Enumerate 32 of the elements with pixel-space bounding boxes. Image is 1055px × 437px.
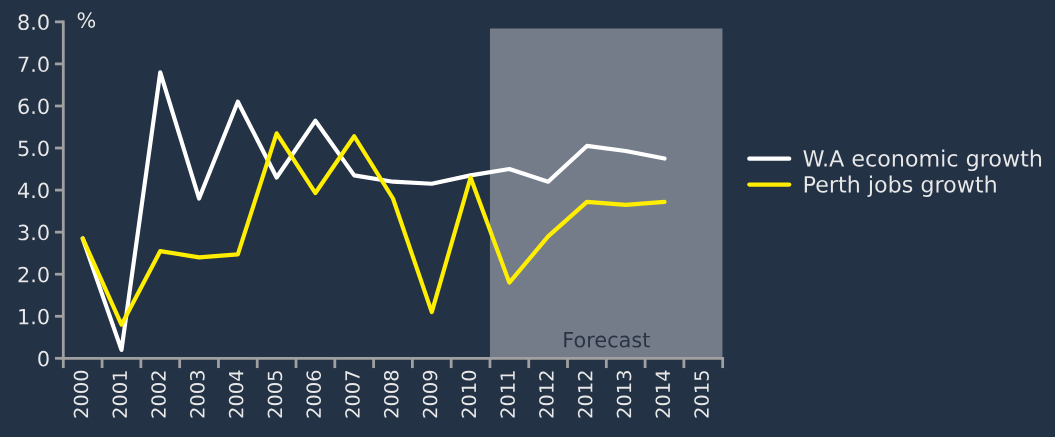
x-tick-label: 2002 [151, 371, 166, 418]
x-tick-label: 2000 [73, 370, 89, 418]
y-tick-label: 1.0 [19, 308, 49, 325]
legend-label: W.A economic growth [803, 149, 1042, 172]
x-tick-label: 2003 [189, 371, 205, 418]
x-tick-label: 2006 [306, 370, 322, 418]
y-tick-label: 6.0 [18, 98, 49, 115]
x-tick-label: 2004 [228, 370, 244, 418]
y-tick-label: 0 [38, 350, 49, 367]
x-tick-label: 2009 [422, 370, 438, 418]
x-tick-label: 2013 [616, 371, 632, 418]
y-axis-title: % [77, 12, 96, 28]
line-series [80, 131, 667, 327]
x-tick-label: 2005 [267, 371, 283, 418]
x-tick-label: 2014 [655, 370, 671, 418]
x-tick-label: 2007 [345, 371, 360, 418]
y-tick-label: 8.0 [18, 14, 49, 31]
y-tick-label: 3.0 [18, 224, 49, 241]
x-tick-label: 2008 [383, 370, 399, 418]
x-tick-label: 2011 [500, 371, 515, 418]
y-tick-label: 7.0 [18, 56, 49, 73]
x-tick-label: 2015 [694, 371, 709, 418]
band-label: Forecast [564, 332, 650, 348]
x-tick-label: 2012 [577, 371, 593, 418]
x-tick-label: 2010 [461, 370, 477, 418]
y-tick-label: 4.0 [17, 182, 49, 199]
line-series [80, 70, 667, 353]
y-tick-label: 2.0 [18, 266, 49, 283]
y-tick-label: 5.0 [18, 140, 49, 157]
x-tick-label: 2001 [112, 371, 128, 418]
x-tick-label: 2012 [539, 371, 554, 418]
legend-label: Perth jobs growth [804, 175, 996, 197]
